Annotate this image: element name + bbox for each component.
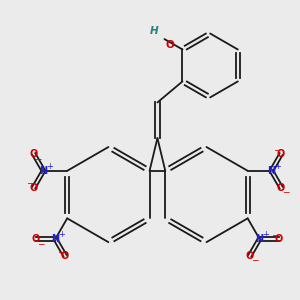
- Text: +: +: [274, 162, 281, 171]
- Text: −: −: [271, 230, 278, 239]
- Text: −: −: [37, 239, 44, 248]
- Text: −: −: [26, 178, 33, 188]
- Text: O: O: [61, 251, 69, 261]
- Text: O: O: [30, 149, 38, 159]
- Text: −: −: [34, 154, 42, 163]
- Text: −: −: [273, 145, 280, 154]
- Text: +: +: [46, 162, 53, 171]
- Text: H: H: [150, 26, 158, 36]
- Text: +: +: [58, 230, 65, 239]
- Text: −: −: [57, 247, 64, 256]
- Text: O: O: [246, 251, 254, 261]
- Text: N: N: [267, 166, 275, 176]
- Text: O: O: [277, 182, 285, 193]
- Text: N: N: [39, 166, 47, 176]
- Text: +: +: [262, 230, 269, 239]
- Text: −: −: [250, 256, 258, 265]
- Text: O: O: [166, 40, 175, 50]
- Text: O: O: [32, 234, 40, 244]
- Text: N: N: [51, 234, 59, 244]
- Text: N: N: [256, 234, 264, 244]
- Text: O: O: [275, 234, 283, 244]
- Text: −: −: [282, 188, 289, 196]
- Text: O: O: [277, 149, 285, 159]
- Text: O: O: [30, 182, 38, 193]
